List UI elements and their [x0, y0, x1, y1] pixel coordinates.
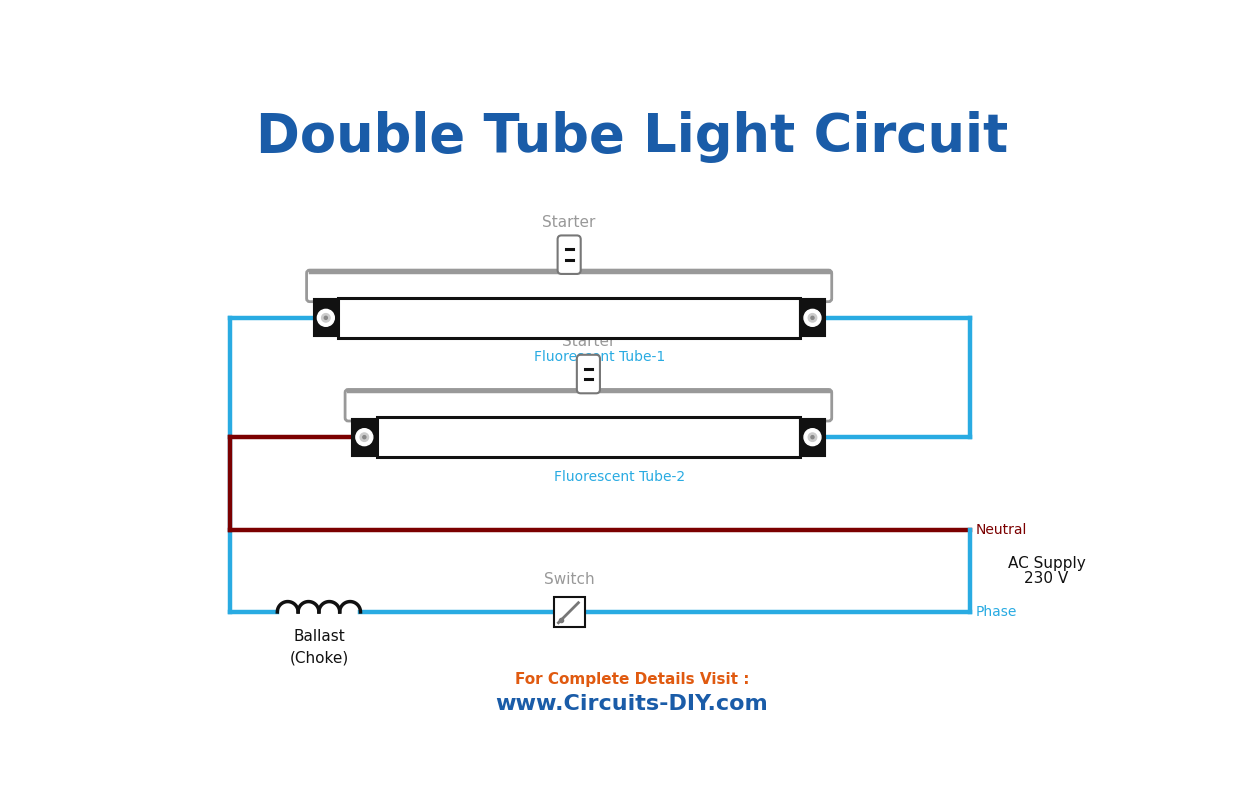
- Text: Fluorescent Tube-1: Fluorescent Tube-1: [534, 350, 666, 364]
- Text: www.Circuits-DIY.com: www.Circuits-DIY.com: [496, 694, 768, 714]
- Bar: [800, 299, 825, 337]
- Circle shape: [324, 316, 328, 320]
- Bar: [338, 298, 800, 338]
- Circle shape: [356, 429, 372, 445]
- Text: Ballast: Ballast: [293, 629, 345, 644]
- Circle shape: [811, 436, 814, 439]
- Text: (Choke): (Choke): [290, 650, 349, 666]
- Text: Starter: Starter: [562, 334, 615, 349]
- Text: AC Supply: AC Supply: [1007, 556, 1085, 571]
- Circle shape: [804, 309, 821, 326]
- Bar: [376, 417, 800, 458]
- Circle shape: [317, 309, 334, 326]
- Bar: [351, 419, 376, 456]
- Circle shape: [322, 314, 330, 322]
- FancyBboxPatch shape: [557, 236, 581, 274]
- Text: For Complete Details Visit :: For Complete Details Visit :: [514, 672, 750, 688]
- Text: Starter: Starter: [543, 215, 596, 230]
- Circle shape: [809, 433, 816, 441]
- Circle shape: [804, 429, 821, 445]
- Text: Double Tube Light Circuit: Double Tube Light Circuit: [255, 111, 1009, 163]
- Bar: [800, 419, 825, 456]
- Text: 230 V: 230 V: [1025, 571, 1069, 586]
- Bar: [554, 596, 584, 627]
- FancyBboxPatch shape: [307, 270, 832, 302]
- FancyBboxPatch shape: [345, 390, 832, 421]
- FancyBboxPatch shape: [577, 355, 600, 393]
- Circle shape: [811, 316, 814, 320]
- Circle shape: [360, 433, 369, 441]
- Text: Fluorescent Tube-2: Fluorescent Tube-2: [554, 470, 684, 483]
- Text: Switch: Switch: [544, 572, 594, 587]
- Text: Phase: Phase: [975, 605, 1017, 619]
- Text: Neutral: Neutral: [975, 523, 1027, 537]
- Circle shape: [809, 314, 816, 322]
- Bar: [313, 299, 338, 337]
- Circle shape: [363, 436, 366, 439]
